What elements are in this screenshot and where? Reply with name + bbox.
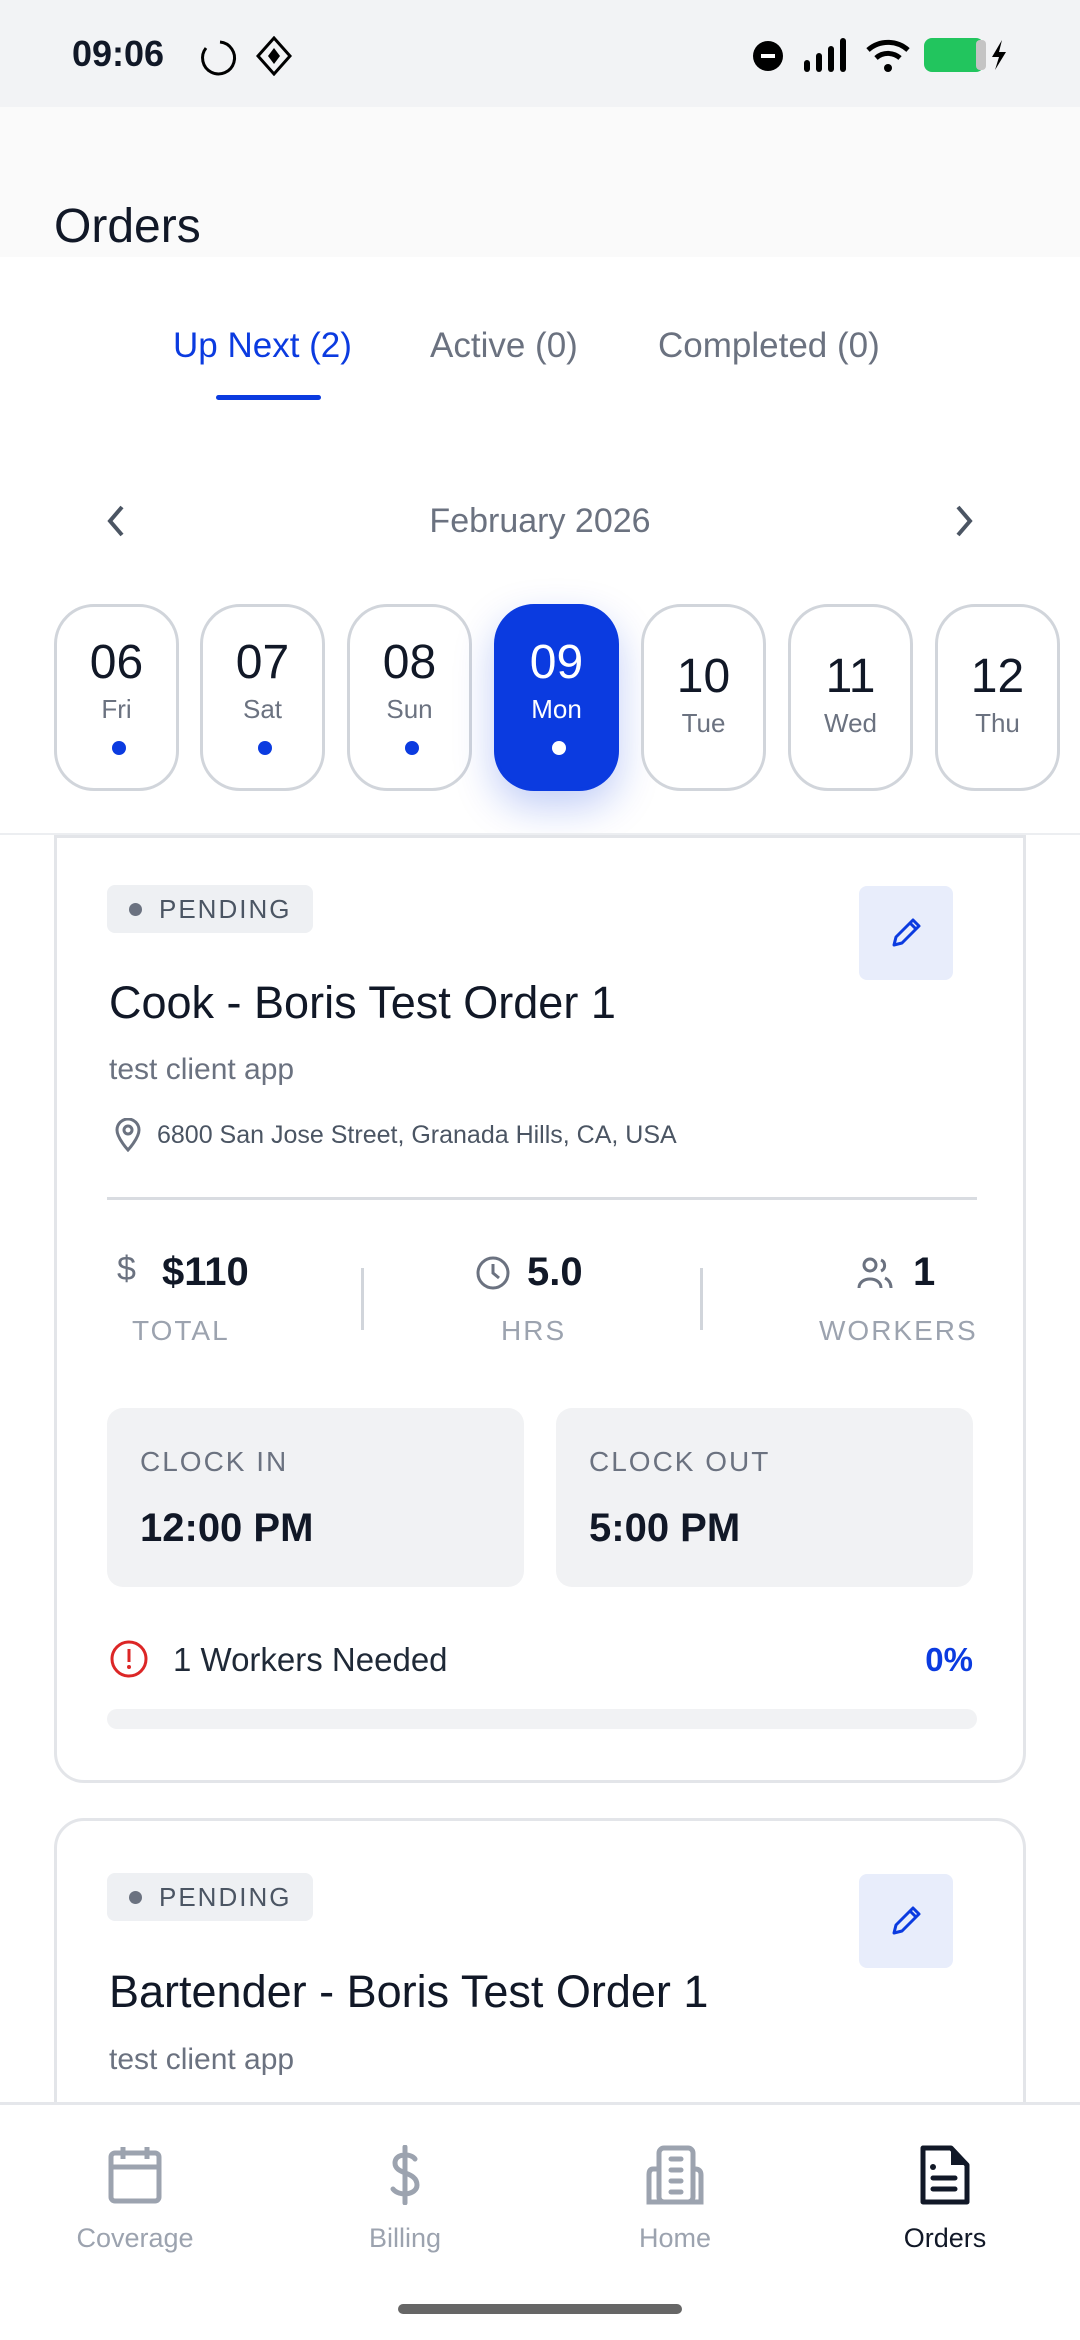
tab-up-next[interactable]: Up Next (2) [173,326,352,365]
date-pill[interactable]: 06 Fri [54,604,179,791]
pencil-icon [892,918,921,947]
active-tab-indicator [216,395,321,400]
date-pill[interactable]: 12 Thu [935,604,1060,791]
document-icon [920,2145,970,2205]
page-title: Orders [54,200,201,253]
date-weekday: Thu [975,708,1020,738]
date-pill[interactable]: 07 Sat [200,604,325,791]
order-title: Bartender - Boris Test Order 1 [109,1966,709,2017]
fill-percentage: 0% [925,1641,973,1678]
date-number: 08 [382,636,437,689]
order-dot [552,741,566,755]
nav-home[interactable]: Home [540,2145,810,2254]
workers-value: 1 [913,1250,936,1294]
nav-label: Billing [368,2223,442,2253]
date-number: 07 [235,636,290,689]
header: Orders [0,107,1080,257]
date-weekday: Tue [681,708,726,738]
date-pill[interactable]: 08 Sun [347,604,472,791]
status-badge: PENDING [107,1873,314,1921]
next-month-chevron-icon[interactable] [948,503,980,539]
date-weekday: Sat [242,694,283,724]
wifi-icon [866,39,910,72]
hours-label: HRS [501,1315,567,1346]
date-weekday: Mon [531,694,582,724]
signal-icon [804,38,846,72]
clock-out-label: CLOCK OUT [589,1446,771,1477]
clock-icon [476,1256,510,1290]
divider [107,1197,977,1200]
prev-month-chevron-icon[interactable] [100,503,132,539]
order-address: 6800 San Jose Street, Granada Hills, CA,… [157,1121,677,1149]
clock-out-time: 5:00 PM [589,1506,741,1550]
calendar-icon [108,2147,162,2204]
home-indicator[interactable] [398,2304,682,2314]
date-weekday: Sun [386,694,433,724]
nav-billing[interactable]: Billing [270,2145,540,2254]
bottom-nav: Coverage Billing Home Orders [0,2102,1080,2340]
clock-in-box: CLOCK IN 12:00 PM [107,1408,524,1587]
stat-divider [361,1268,364,1330]
nav-label: Home [638,2223,712,2253]
order-title: Cook - Boris Test Order 1 [109,977,616,1028]
clock-out-box: CLOCK OUT 5:00 PM [556,1408,973,1587]
order-dot [112,741,126,755]
nav-label: Coverage [76,2223,194,2253]
loading-icon [201,40,237,76]
date-number: 06 [89,636,144,689]
status-time: 09:06 [72,33,165,74]
date-weekday: Fri [101,694,132,724]
clock-in-label: CLOCK IN [140,1446,289,1477]
hours-value: 5.0 [527,1250,583,1294]
total-label: TOTAL [132,1315,230,1346]
total-value: $110 [162,1250,249,1294]
stat-divider [700,1268,703,1330]
nav-orders[interactable]: Orders [810,2145,1080,2254]
users-icon [857,1257,893,1289]
app-diamond-icon [256,36,292,76]
date-number: 12 [970,650,1025,703]
dnd-icon [753,41,783,71]
edit-button[interactable] [859,886,953,980]
pencil-icon [892,1906,921,1935]
client-name: test client app [109,2043,295,2076]
workers-needed: 1 Workers Needed [173,1641,448,1678]
date-number: 09 [529,636,584,689]
dollar-icon [390,2145,420,2205]
date-weekday: Wed [824,708,877,738]
date-pill[interactable]: 10 Tue [641,604,766,791]
progress-bar [107,1709,977,1729]
date-pill[interactable]: 11 Wed [788,604,913,791]
nav-label: Orders [903,2223,987,2253]
order-dot [405,741,419,755]
workers-label: WORKERS [819,1315,978,1346]
client-name: test client app [109,1053,295,1086]
date-pill-selected[interactable]: 09 Mon [494,604,619,791]
tab-completed[interactable]: Completed (0) [658,326,880,365]
location-pin-icon [115,1118,141,1152]
battery-charging-icon [924,38,1006,72]
order-card[interactable]: PENDING Cook - Boris Test Order 1 test c… [54,835,1026,1783]
order-dot [258,741,272,755]
divider [0,833,1080,835]
date-number: 10 [676,650,731,703]
dollar-icon: $ [117,1250,136,1288]
nav-coverage[interactable]: Coverage [0,2145,270,2254]
date-number: 11 [825,650,876,703]
month-label: February 2026 [429,502,651,540]
clock-in-time: 12:00 PM [140,1506,314,1550]
status-bar: 09:06 [0,0,1080,107]
edit-button[interactable] [859,1874,953,1968]
building-icon [646,2145,704,2205]
alert-circle-icon [110,1640,148,1678]
tab-active[interactable]: Active (0) [430,326,578,365]
status-badge: PENDING [107,885,314,933]
